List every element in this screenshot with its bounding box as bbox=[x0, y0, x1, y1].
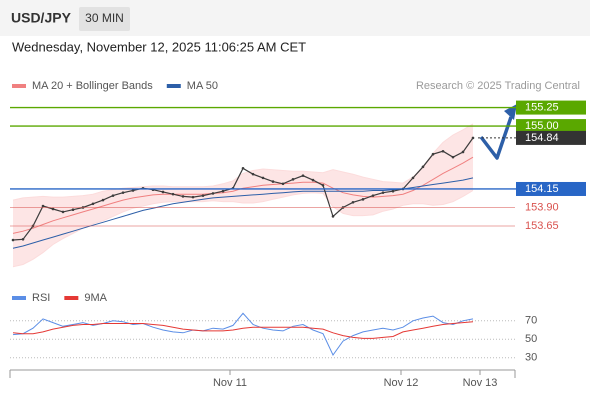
price-point bbox=[411, 176, 415, 180]
price-point bbox=[461, 150, 465, 154]
price-point bbox=[121, 191, 125, 194]
price-point bbox=[261, 176, 265, 180]
legend-label: MA 50 bbox=[187, 80, 218, 92]
level-label: 154.84 bbox=[525, 132, 559, 144]
legend-label: RSI bbox=[32, 292, 50, 304]
price-point bbox=[361, 198, 365, 201]
price-point bbox=[351, 201, 355, 204]
price-point bbox=[301, 174, 305, 177]
symbol: USD/JPY bbox=[11, 10, 72, 26]
level-label: 153.90 bbox=[525, 201, 559, 213]
price-point bbox=[221, 189, 225, 193]
price-point bbox=[421, 165, 425, 169]
interval-label[interactable]: 30 MIN bbox=[85, 11, 124, 25]
price-point bbox=[191, 195, 195, 199]
level-label: 154.15 bbox=[525, 183, 559, 195]
level-box bbox=[516, 181, 586, 196]
price-point bbox=[161, 190, 165, 194]
level-label: 155.25 bbox=[525, 101, 559, 113]
legend-swatch bbox=[12, 296, 26, 300]
price-point bbox=[21, 238, 25, 241]
price-point bbox=[101, 198, 105, 202]
price-point bbox=[51, 207, 55, 211]
forecast-arrow bbox=[479, 116, 513, 160]
price-point bbox=[271, 180, 275, 183]
price-point bbox=[471, 136, 475, 140]
y-tick-label: 70 bbox=[525, 315, 537, 327]
series-line bbox=[12, 312, 474, 356]
x-tick-label: Nov 11 bbox=[213, 377, 247, 389]
price-point bbox=[381, 191, 385, 194]
price-point bbox=[131, 189, 135, 192]
series-line bbox=[12, 156, 474, 234]
price-point bbox=[291, 178, 295, 181]
price-point bbox=[241, 166, 245, 170]
price-point bbox=[91, 202, 95, 206]
price-point bbox=[41, 204, 45, 208]
price-point bbox=[11, 238, 15, 242]
legend-swatch bbox=[64, 296, 79, 300]
price-point bbox=[331, 215, 335, 218]
price-point bbox=[281, 182, 285, 186]
price-point bbox=[111, 194, 115, 197]
x-tick-label: Nov 12 bbox=[384, 377, 419, 389]
y-tick-label: 50 bbox=[525, 333, 537, 345]
price-point bbox=[321, 183, 325, 187]
price-point bbox=[371, 194, 375, 197]
legend-label: MA 20 + Bollinger Bands bbox=[32, 80, 153, 92]
price-point bbox=[431, 152, 435, 156]
credit: Research © 2025 Trading Central bbox=[416, 80, 580, 92]
legend-label: 9MA bbox=[84, 292, 107, 304]
price-point bbox=[211, 192, 215, 195]
level-box bbox=[516, 100, 586, 115]
series-line bbox=[12, 321, 474, 339]
timestamp: Wednesday, November 12, 2025 11:06:25 AM… bbox=[12, 39, 306, 54]
y-tick-label: 30 bbox=[525, 352, 537, 364]
level-box bbox=[516, 119, 586, 134]
price-point bbox=[311, 178, 315, 182]
level-label: 155.00 bbox=[525, 120, 559, 132]
price-point bbox=[71, 208, 75, 211]
price-point bbox=[251, 172, 255, 176]
legend-swatch bbox=[12, 84, 26, 88]
x-tick-label: Nov 13 bbox=[463, 377, 498, 389]
price-point bbox=[391, 189, 395, 193]
level-label: 153.65 bbox=[525, 220, 559, 232]
interval-button[interactable] bbox=[79, 7, 130, 31]
price-point bbox=[451, 155, 455, 159]
band-upper bbox=[12, 123, 474, 201]
price-point bbox=[61, 210, 65, 214]
price-point bbox=[181, 195, 185, 198]
price-point bbox=[201, 194, 205, 197]
level-box bbox=[516, 130, 586, 145]
price-point bbox=[441, 149, 445, 153]
legend-swatch bbox=[166, 84, 181, 88]
price-point bbox=[171, 192, 175, 196]
